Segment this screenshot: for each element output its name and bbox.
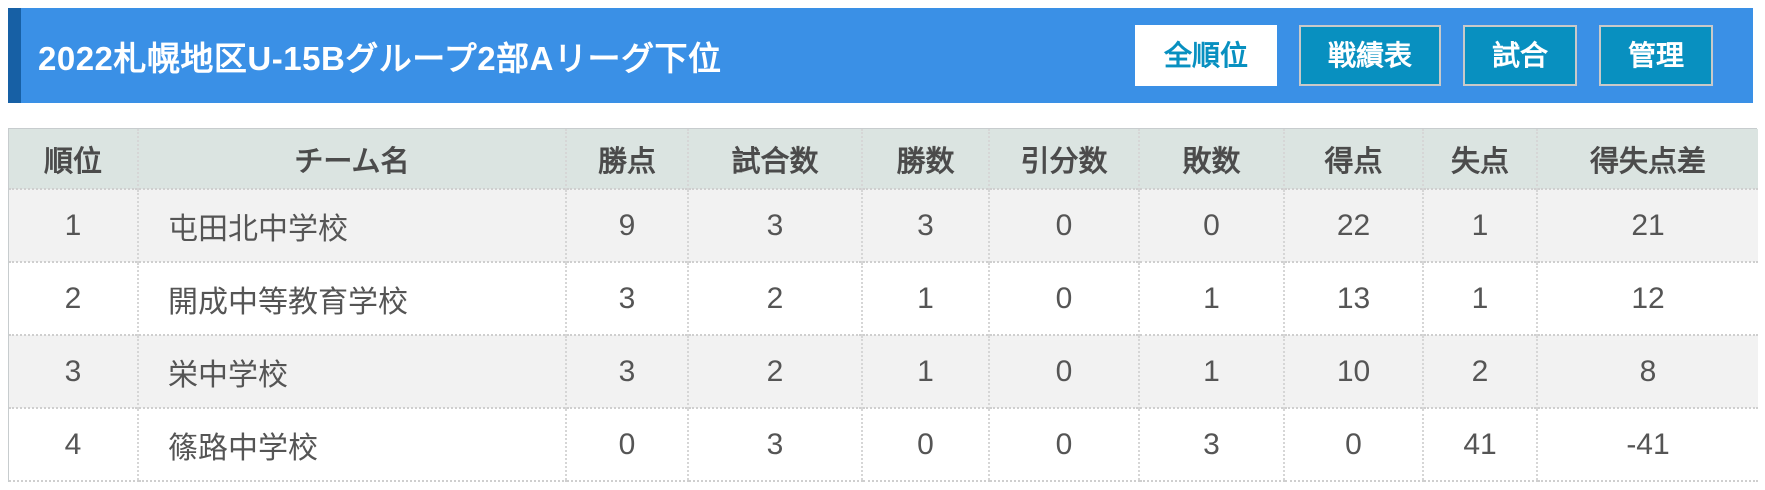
tab-match-results[interactable]: 戦績表: [1298, 25, 1441, 86]
cell-goals-against: 41: [1422, 407, 1537, 482]
cell-wins: 1: [861, 334, 989, 408]
cell-goals-for: 10: [1283, 334, 1423, 408]
cell-losses: 3: [1138, 407, 1284, 482]
cell-losses: 1: [1138, 334, 1284, 408]
tab-all-rankings[interactable]: 全順位: [1134, 25, 1277, 86]
cell-points: 3: [565, 334, 688, 408]
cell-team-name: 開成中等教育学校: [137, 261, 566, 335]
cell-matches-played: 2: [687, 334, 862, 408]
cell-matches-played: 3: [687, 188, 862, 262]
cell-goal-difference: 12: [1536, 261, 1758, 335]
cell-goal-difference: -41: [1536, 407, 1758, 482]
cell-points: 9: [565, 188, 688, 262]
cell-rank: 3: [9, 334, 138, 408]
cell-goals-for: 13: [1283, 261, 1423, 335]
column-header-matches-played: 試合数: [687, 129, 862, 189]
cell-goals-against: 2: [1422, 334, 1537, 408]
table-row: 3 栄中学校 3 2 1 0 1 10 2 8: [9, 334, 1758, 408]
cell-goal-difference: 8: [1536, 334, 1758, 408]
column-header-losses: 敗数: [1138, 129, 1284, 189]
cell-team-name: 篠路中学校: [137, 407, 566, 482]
cell-goals-for: 0: [1283, 407, 1423, 482]
column-header-wins: 勝数: [861, 129, 989, 189]
cell-rank: 2: [9, 261, 138, 335]
cell-draws: 0: [988, 407, 1139, 482]
table-row: 2 開成中等教育学校 3 2 1 0 1 13 1 12: [9, 261, 1758, 335]
cell-draws: 0: [988, 188, 1139, 262]
table-row: 1 屯田北中学校 9 3 3 0 0 22 1 21: [9, 188, 1758, 262]
cell-team-name: 栄中学校: [137, 334, 566, 408]
cell-rank: 4: [9, 407, 138, 482]
cell-wins: 1: [861, 261, 989, 335]
cell-matches-played: 3: [687, 407, 862, 482]
cell-goal-difference: 21: [1536, 188, 1758, 262]
cell-goals-for: 22: [1283, 188, 1423, 262]
standings-table: 順位 チーム名 勝点 試合数 勝数 引分数 敗数 得点 失点 得失点差 1 屯田…: [8, 128, 1758, 482]
cell-wins: 3: [861, 188, 989, 262]
table-header-row: 順位 チーム名 勝点 試合数 勝数 引分数 敗数 得点 失点 得失点差: [9, 129, 1758, 189]
tab-matches[interactable]: 試合: [1462, 25, 1577, 86]
cell-wins: 0: [861, 407, 989, 482]
column-header-goals-for: 得点: [1283, 129, 1423, 189]
cell-draws: 0: [988, 261, 1139, 335]
cell-goals-against: 1: [1422, 188, 1537, 262]
column-header-goals-against: 失点: [1422, 129, 1537, 189]
column-header-team-name: チーム名: [137, 129, 566, 189]
cell-losses: 1: [1138, 261, 1284, 335]
cell-goals-against: 1: [1422, 261, 1537, 335]
cell-draws: 0: [988, 334, 1139, 408]
cell-rank: 1: [9, 188, 138, 262]
table-row: 4 篠路中学校 0 3 0 0 3 0 41 -41: [9, 407, 1758, 482]
cell-losses: 0: [1138, 188, 1284, 262]
cell-points: 0: [565, 407, 688, 482]
cell-points: 3: [565, 261, 688, 335]
title-bar: 2022札幌地区U-15Bグループ2部Aリーグ下位 全順位 戦績表 試合 管理: [8, 8, 1753, 103]
column-header-draws: 引分数: [988, 129, 1139, 189]
cell-team-name: 屯田北中学校: [137, 188, 566, 262]
cell-matches-played: 2: [687, 261, 862, 335]
tab-admin[interactable]: 管理: [1598, 25, 1713, 86]
column-header-goal-difference: 得失点差: [1536, 129, 1758, 189]
nav-buttons: 全順位 戦績表 試合 管理: [1134, 25, 1753, 86]
page-title: 2022札幌地区U-15Bグループ2部Aリーグ下位: [38, 39, 722, 77]
column-header-rank: 順位: [9, 129, 138, 189]
column-header-points: 勝点: [565, 129, 688, 189]
